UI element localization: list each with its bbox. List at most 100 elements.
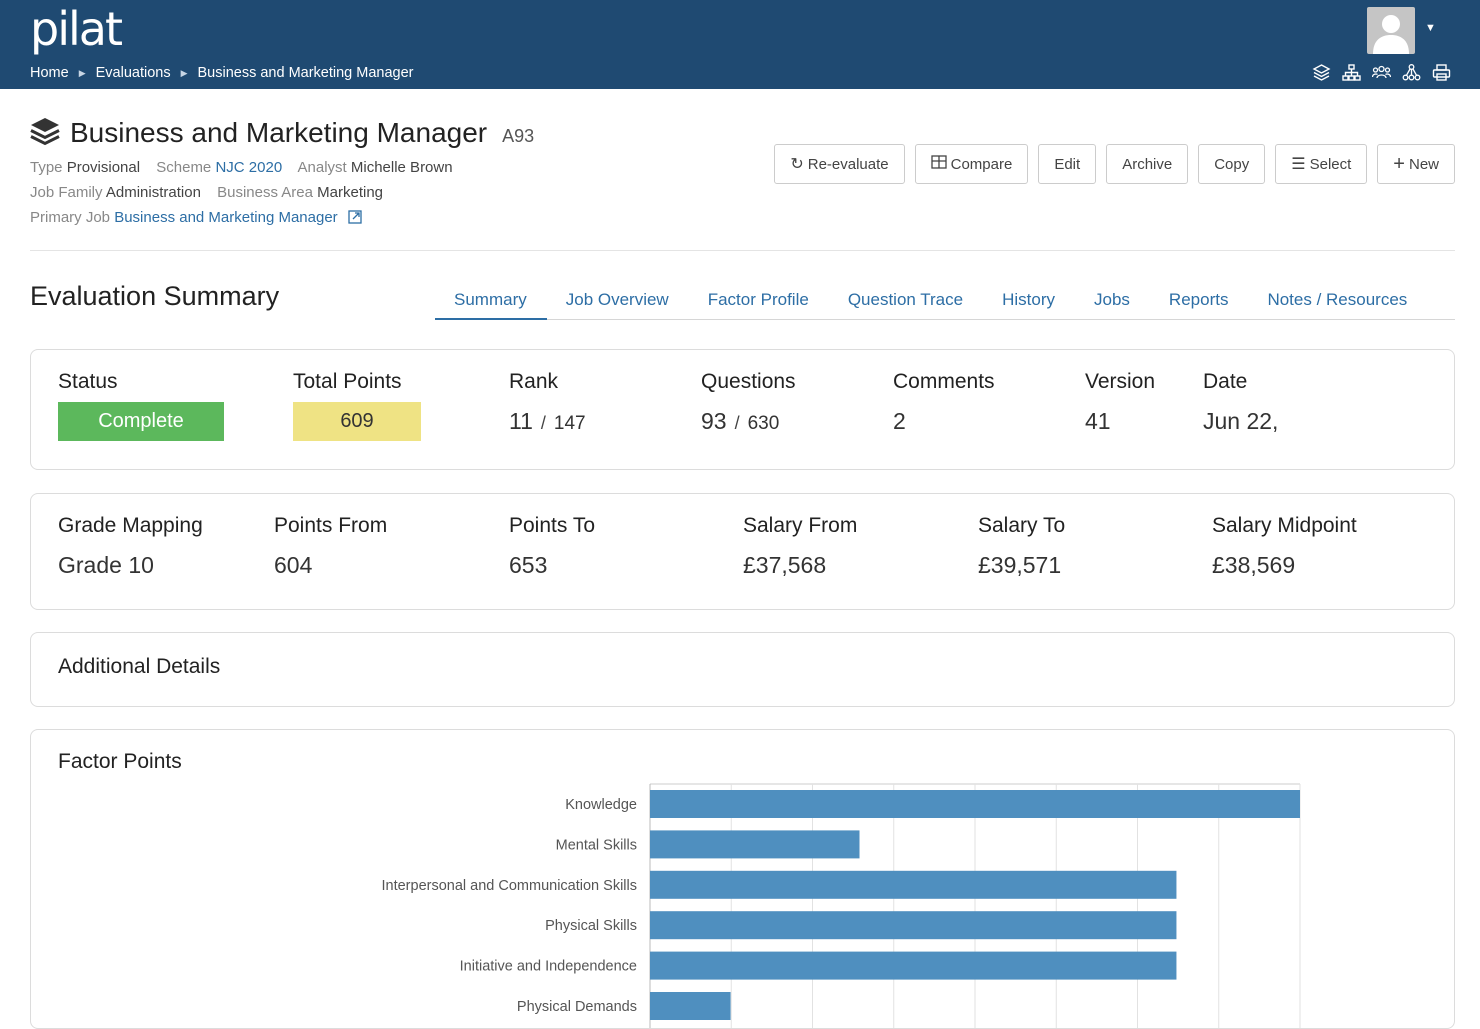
copy-button[interactable]: Copy — [1198, 144, 1266, 184]
people-icon[interactable] — [1371, 64, 1392, 81]
org-chart-icon[interactable] — [1342, 64, 1361, 81]
breadcrumb-evaluations[interactable]: Evaluations — [95, 65, 171, 81]
primary-job-link[interactable]: Business and Marketing Manager — [114, 209, 338, 226]
select-button[interactable]: ☰ Select — [1275, 144, 1368, 184]
chart-category-label: Interpersonal and Communication Skills — [382, 878, 638, 894]
layers-icon[interactable] — [1312, 64, 1331, 81]
job-family-value: Administration — [105, 184, 201, 201]
version-stat: Version 41 — [1085, 370, 1155, 435]
questions-number: 93 — [701, 408, 727, 434]
rank-total: 147 — [553, 413, 586, 434]
scheme-label: Scheme — [156, 159, 212, 176]
compare-button[interactable]: Compare — [914, 144, 1029, 184]
questions-stat: Questions 93/630 — [701, 370, 796, 435]
primary-job-label: Primary Job — [30, 209, 111, 226]
chart-bar[interactable] — [650, 830, 860, 859]
external-link-icon[interactable] — [348, 210, 362, 228]
chevron-down-icon[interactable]: ▼ — [1425, 22, 1436, 34]
chart-bar[interactable] — [650, 951, 1177, 980]
status-badge: Complete — [58, 402, 224, 441]
tab-jobs[interactable]: Jobs — [1094, 290, 1130, 309]
rank-stat: Rank 11/147 — [509, 370, 586, 435]
chart-category-label: Physical Demands — [517, 999, 637, 1015]
questions-label: Questions — [701, 370, 796, 393]
grade-card: Grade Mapping Grade 10 Points From 604 P… — [30, 493, 1455, 610]
grade-mapping-value: Grade 10 — [58, 552, 154, 578]
type-value: Provisional — [66, 159, 141, 176]
reevaluate-label: Re-evaluate — [807, 155, 889, 173]
print-icon[interactable] — [1432, 64, 1451, 81]
breadcrumb-current: Business and Marketing Manager — [197, 65, 414, 81]
tab-bar: Summary Job Overview Factor Profile Ques… — [435, 280, 1455, 320]
points-from-stat: Points From 604 — [274, 514, 387, 579]
factor-points-chart: Knowledge Mental Skills Interpersonal and … — [382, 783, 1301, 1028]
hierarchy-icon[interactable] — [1402, 64, 1421, 81]
refresh-icon: ↻ — [790, 156, 804, 173]
points-from-label: Points From — [274, 514, 388, 537]
chart-bar[interactable] — [650, 911, 1177, 940]
total-points-label: Total Points — [293, 370, 402, 393]
action-toolbar: ↻ Re-evaluate Compare Edit Archive Copy ☰… — [774, 144, 1455, 184]
salary-midpoint-label: Salary Midpoint — [1212, 514, 1357, 537]
rank-label: Rank — [509, 370, 559, 393]
comments-value[interactable]: 2 — [893, 408, 906, 434]
breadcrumb-home[interactable]: Home — [30, 65, 69, 81]
points-to-label: Points To — [509, 514, 595, 537]
edit-button[interactable]: Edit — [1038, 144, 1097, 184]
top-navbar: pilat Home ▶ Evaluations ▶ Business and … — [0, 0, 1480, 89]
new-label: New — [1408, 155, 1439, 173]
header-toolbar — [1312, 64, 1451, 81]
questions-total: 630 — [747, 413, 780, 434]
tab-notes-resources[interactable]: Notes / Resources — [1267, 290, 1408, 309]
breadcrumb: Home ▶ Evaluations ▶ Business and Market… — [30, 65, 414, 81]
questions-value: 93/630 — [701, 408, 780, 434]
tab-factor-profile[interactable]: Factor Profile — [707, 290, 809, 309]
archive-button[interactable]: Archive — [1106, 144, 1189, 184]
factor-points-title: Factor Points — [58, 750, 182, 773]
reevaluate-button[interactable]: ↻ Re-evaluate — [774, 144, 905, 184]
points-to-value: 653 — [509, 552, 548, 578]
chart-category-label: Initiative and Independence — [460, 959, 637, 975]
job-meta-row-1: Type Provisional Scheme NJC 2020 Analyst… — [30, 159, 453, 176]
list-icon: ☰ — [1291, 156, 1306, 173]
tab-reports[interactable]: Reports — [1168, 290, 1229, 309]
version-label: Version — [1085, 370, 1156, 393]
version-value: 41 — [1085, 408, 1111, 434]
tab-history[interactable]: History — [1002, 290, 1055, 309]
tab-job-overview[interactable]: Job Overview — [565, 290, 669, 309]
job-family-label: Job Family — [30, 184, 103, 201]
points-to-stat: Points To 653 — [509, 514, 595, 579]
chart-bar[interactable] — [650, 790, 1300, 818]
job-title-row: Business and Marketing Manager A93 — [30, 112, 534, 149]
salary-to-label: Salary To — [978, 514, 1066, 537]
summary-card: Status Complete Total Points 609 Rank 11… — [30, 349, 1455, 470]
rank-value: 11/147 — [509, 408, 586, 434]
additional-details-card[interactable]: Additional Details — [30, 632, 1455, 707]
divider — [30, 250, 1455, 251]
total-points-badge: 609 — [293, 402, 421, 441]
additional-details-title: Additional Details — [58, 655, 221, 678]
points-from-value: 604 — [274, 552, 313, 578]
grade-mapping-label: Grade Mapping — [58, 514, 203, 537]
scheme-link[interactable]: NJC 2020 — [215, 159, 283, 176]
chart-bar[interactable] — [650, 870, 1177, 899]
chart-category-label: Mental Skills — [556, 837, 637, 853]
tab-summary[interactable]: Summary — [435, 280, 547, 320]
chart-category-label: Knowledge — [565, 797, 637, 813]
type-label: Type — [30, 159, 63, 176]
new-button[interactable]: + New — [1377, 144, 1455, 184]
business-area-value: Marketing — [317, 184, 384, 201]
date-value: Jun 22, — [1203, 408, 1279, 434]
tab-question-trace[interactable]: Question Trace — [847, 290, 964, 309]
comments-label: Comments — [893, 370, 995, 393]
chart-bar[interactable] — [650, 992, 731, 1020]
pilat-logo[interactable]: pilat — [30, 2, 123, 56]
page-title: Business and Marketing Manager — [70, 117, 488, 148]
table-icon — [930, 154, 947, 174]
compare-label: Compare — [950, 155, 1013, 173]
user-avatar[interactable] — [1367, 7, 1415, 54]
select-label: Select — [1309, 155, 1352, 173]
salary-midpoint-stat: Salary Midpoint £38,569 — [1212, 514, 1357, 579]
salary-to-stat: Salary To £39,571 — [978, 514, 1065, 579]
job-code: A93 — [502, 126, 535, 146]
